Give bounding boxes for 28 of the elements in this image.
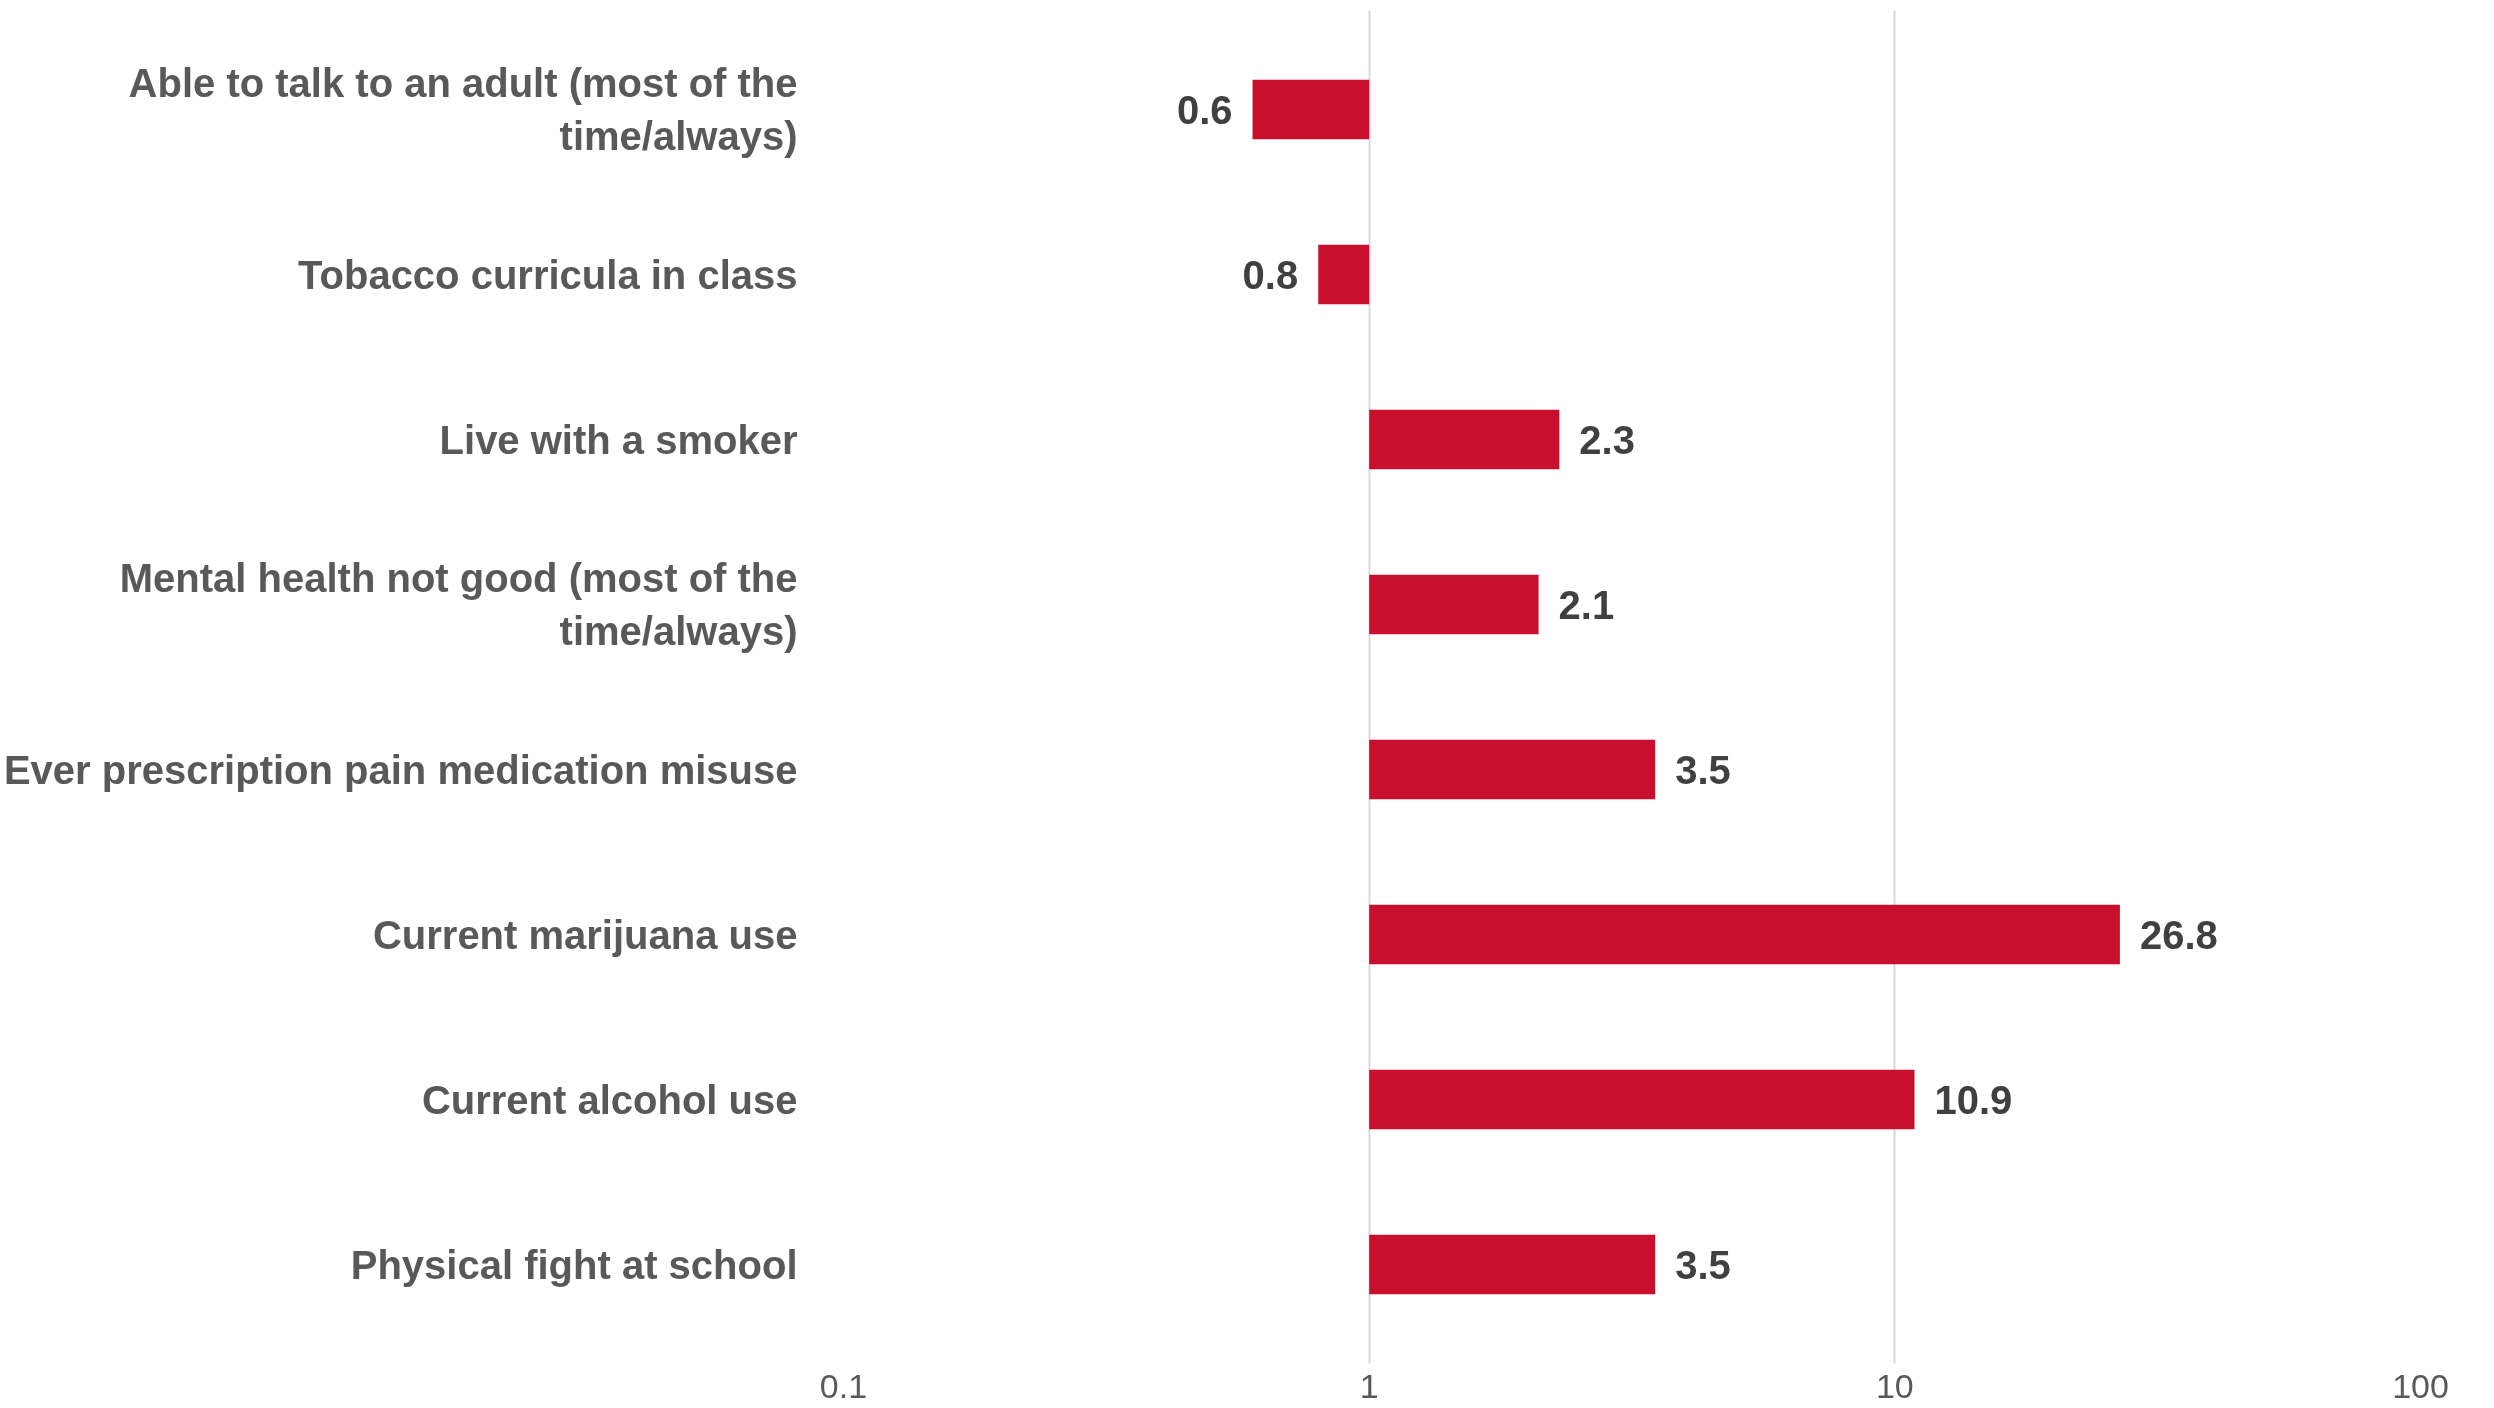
bar	[1369, 904, 2120, 965]
y-tick-label: Able to talk to an adult (most of the time/always)	[128, 61, 798, 158]
bar	[1318, 244, 1370, 305]
bar	[1369, 409, 1560, 470]
data-label: 10.9	[1934, 1077, 2013, 1122]
x-tick-label: 10	[1875, 1366, 1914, 1405]
data-label: 2.3	[1579, 417, 1635, 462]
data-label: 0.6	[1176, 87, 1233, 132]
x-tick-label: 1	[1359, 1366, 1379, 1405]
data-label: 0.8	[1242, 252, 1299, 297]
x-tick-label: 100	[2392, 1366, 2449, 1405]
bar	[1369, 1234, 1656, 1295]
bar	[1252, 79, 1370, 140]
y-tick-label: Current marijuana use	[372, 912, 798, 957]
x-tick-label: 0.1	[819, 1366, 868, 1405]
data-label: 3.5	[1675, 747, 1731, 792]
data-label: 2.1	[1558, 582, 1615, 627]
y-tick-label: Mental health not good (most of the time/always)	[119, 556, 798, 653]
bar	[1369, 574, 1539, 635]
y-tick-label: Tobacco curricula in class	[298, 252, 798, 297]
y-tick-label: Physical fight at school	[350, 1242, 798, 1287]
bar	[1369, 1069, 1915, 1130]
y-tick-label: Current alcohol use	[421, 1077, 798, 1122]
bar	[1369, 739, 1656, 800]
data-label: 26.8	[2139, 912, 2218, 957]
y-tick-label: Ever prescription pain medication misuse	[3, 747, 798, 792]
y-tick-label: Live with a smoker	[439, 417, 798, 462]
data-label: 3.5	[1675, 1242, 1731, 1287]
